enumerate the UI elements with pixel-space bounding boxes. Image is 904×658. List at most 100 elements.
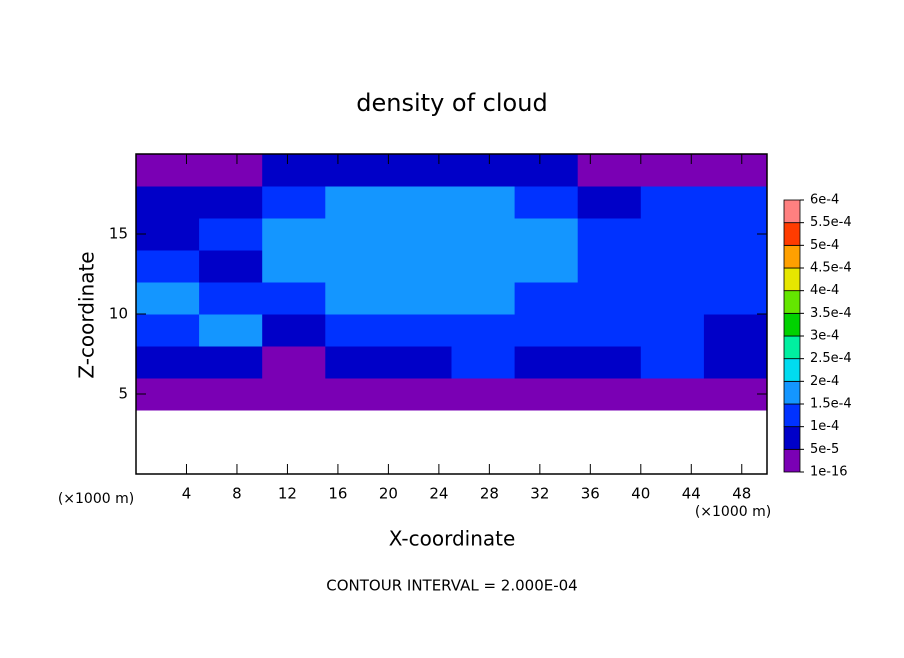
cell <box>577 218 642 251</box>
cell <box>199 282 263 315</box>
colorbar-label: 6e-4 <box>810 193 839 208</box>
cell <box>640 378 705 411</box>
x-tick-label: 16 <box>328 485 347 503</box>
cell <box>325 154 389 187</box>
cell <box>325 218 389 251</box>
colorbar-label: 1.5e-4 <box>810 397 852 412</box>
cell <box>388 186 452 219</box>
cell <box>703 346 768 379</box>
colorbar-box <box>783 222 801 246</box>
cell <box>136 378 200 411</box>
cell <box>640 282 705 315</box>
cell <box>199 314 263 347</box>
cell <box>199 218 263 251</box>
cell <box>514 314 579 347</box>
cell <box>703 314 768 347</box>
cell <box>325 282 389 315</box>
cell <box>514 346 579 379</box>
cell <box>388 314 452 347</box>
colorbar-label: 1e-4 <box>810 419 839 434</box>
colorbar-label: 5.5e-4 <box>810 215 852 230</box>
cell <box>703 218 768 251</box>
cell <box>388 378 452 411</box>
cell <box>514 250 579 283</box>
x-tick-label: 32 <box>530 485 549 503</box>
colorbar-label: 4e-4 <box>810 283 839 298</box>
cell <box>136 218 200 251</box>
cell <box>451 346 516 379</box>
cell <box>388 218 452 251</box>
cell <box>262 250 326 283</box>
x-tick-label: 8 <box>232 485 242 503</box>
x-tick-label: 44 <box>682 485 701 503</box>
cell <box>514 378 579 411</box>
y-axis-label: Z-coordinate <box>75 251 99 378</box>
cell <box>577 314 642 347</box>
cell <box>199 250 263 283</box>
y-tick-label: 5 <box>118 385 128 403</box>
cell <box>514 154 579 187</box>
cell <box>388 154 452 187</box>
colorbar-box <box>783 335 801 360</box>
cell <box>703 154 768 187</box>
x-tick-label: 36 <box>581 485 600 503</box>
x-tick-label: 20 <box>379 485 398 503</box>
cell <box>577 346 642 379</box>
x-tick-label: 12 <box>278 485 297 503</box>
colorbar-box <box>783 199 801 224</box>
cell <box>577 378 642 411</box>
colorbar-box <box>783 244 801 269</box>
cell <box>199 154 263 187</box>
x-tick-label: 24 <box>429 485 448 503</box>
cell <box>262 186 326 219</box>
cell <box>388 346 452 379</box>
cell <box>640 186 705 219</box>
cell <box>577 186 642 219</box>
colorbar-box <box>783 267 801 292</box>
cell <box>136 282 200 315</box>
cell <box>262 378 326 411</box>
cell <box>703 250 768 283</box>
cell <box>640 314 705 347</box>
cell <box>388 250 452 283</box>
colorbar-label: 1e-16 <box>810 465 848 480</box>
cell <box>703 378 768 411</box>
colorbar-box <box>783 312 801 337</box>
cell <box>199 186 263 219</box>
colorbar-label: 5e-4 <box>810 238 839 253</box>
cell <box>640 218 705 251</box>
cell <box>388 282 452 315</box>
cell <box>577 282 642 315</box>
cell <box>325 314 389 347</box>
cell <box>514 218 579 251</box>
cell <box>451 218 516 251</box>
cell <box>703 282 768 315</box>
x-tick-label: 48 <box>732 485 751 503</box>
cell <box>703 186 768 219</box>
colorbar-box <box>783 358 801 382</box>
cell <box>325 346 389 379</box>
x-unit: (×1000 m) <box>58 491 134 507</box>
colorbar-box <box>783 290 801 314</box>
cell <box>199 346 263 379</box>
cell <box>451 250 516 283</box>
x-tick-label: 28 <box>480 485 499 503</box>
chart-title: density of cloud <box>356 89 547 117</box>
cell <box>577 250 642 283</box>
cell <box>640 346 705 379</box>
footer: CONTOUR INTERVAL = 2.000E-04 <box>326 577 577 595</box>
cell <box>262 346 326 379</box>
cell <box>136 186 200 219</box>
colorbar-label: 2e-4 <box>810 374 839 389</box>
cell <box>262 314 326 347</box>
cell <box>451 282 516 315</box>
colorbar-box <box>783 426 801 450</box>
cell <box>136 250 200 283</box>
cell <box>325 378 389 411</box>
cell <box>451 154 516 187</box>
cell <box>262 154 326 187</box>
x-axis-label: X-coordinate <box>389 527 516 551</box>
cell <box>640 250 705 283</box>
